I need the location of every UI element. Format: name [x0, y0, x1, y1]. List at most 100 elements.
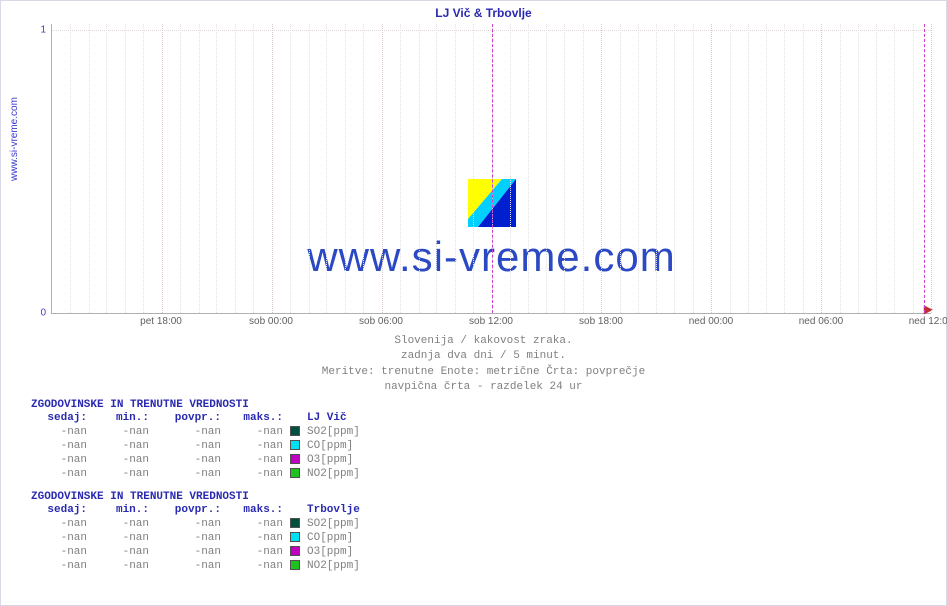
gridline-x — [290, 24, 291, 313]
cell-min: -nan — [91, 531, 153, 545]
gridline-x — [400, 24, 401, 313]
gridline-x — [583, 24, 584, 313]
gridline-x — [345, 24, 346, 313]
cell-swatch — [287, 439, 303, 453]
caption-line: Meritve: trenutne Enote: metrične Črta: … — [31, 365, 936, 380]
x-axis-labels: pet 18:00sob 00:00sob 06:00sob 12:00sob … — [51, 314, 931, 328]
cell-series-label: NO2[ppm] — [303, 467, 364, 481]
x-axis-label: sob 00:00 — [249, 316, 293, 327]
cell-maks: -nan — [225, 467, 287, 481]
series-swatch-icon — [290, 440, 300, 450]
x-axis-label: sob 06:00 — [359, 316, 403, 327]
gridline-x — [840, 24, 841, 313]
values-table: ZGODOVINSKE IN TRENUTNE VREDNOSTIsedaj:m… — [31, 399, 364, 481]
cell-min: -nan — [91, 467, 153, 481]
gridline-x — [876, 24, 877, 313]
gridline-x — [766, 24, 767, 313]
gridline-x — [162, 24, 163, 313]
cell-min: -nan — [91, 559, 153, 573]
series-swatch-icon — [290, 532, 300, 542]
gridline-x — [125, 24, 126, 313]
gridline-x — [89, 24, 90, 313]
series-swatch-icon — [290, 454, 300, 464]
gridline-x — [180, 24, 181, 313]
gridline-x — [382, 24, 383, 313]
cell-min: -nan — [91, 545, 153, 559]
col-povpr: povpr.: — [153, 503, 225, 517]
cell-povpr: -nan — [153, 439, 225, 453]
gridline-x — [858, 24, 859, 313]
gridline-x — [216, 24, 217, 313]
cell-sedaj: -nan — [31, 559, 91, 573]
cell-povpr: -nan — [153, 559, 225, 573]
divider-24h — [492, 24, 493, 313]
col-min: min.: — [91, 411, 153, 425]
gridline-x — [564, 24, 565, 313]
gridline-x — [473, 24, 474, 313]
chart-title: LJ Vič & Trbovlje — [31, 6, 936, 20]
table-row: -nan-nan-nan-nanCO[ppm] — [31, 531, 364, 545]
x-axis-label: ned 06:00 — [799, 316, 844, 327]
gridline-x — [199, 24, 200, 313]
cell-swatch — [287, 425, 303, 439]
table: sedaj:min.:povpr.:maks.:Trbovlje-nan-nan… — [31, 503, 364, 573]
data-tables: ZGODOVINSKE IN TRENUTNE VREDNOSTI sedaj: m… — [31, 399, 364, 583]
gridline-x — [913, 24, 914, 313]
cell-sedaj: -nan — [31, 425, 91, 439]
y-axis-label: 0 — [40, 308, 46, 319]
gridline-x — [674, 24, 675, 313]
cell-min: -nan — [91, 453, 153, 467]
chart-plot-area: 1 0 www.si-vreme.com ▶ — [51, 24, 931, 314]
cell-maks: -nan — [225, 559, 287, 573]
series-swatch-icon — [290, 426, 300, 436]
cell-povpr: -nan — [153, 453, 225, 467]
cell-sedaj: -nan — [31, 517, 91, 531]
col-location: Trbovlje — [303, 503, 364, 517]
table-title: ZGODOVINSKE IN TRENUTNE VREDNOSTI — [31, 399, 364, 411]
x-axis-label: ned 12:00 — [909, 316, 947, 327]
cell-series-label: CO[ppm] — [303, 439, 364, 453]
cell-maks: -nan — [225, 531, 287, 545]
side-site-label: www.si-vreme.com — [9, 97, 20, 181]
table-row: -nan-nan-nan-nanSO2[ppm] — [31, 425, 364, 439]
cell-maks: -nan — [225, 545, 287, 559]
gridline-x — [656, 24, 657, 313]
gridline-x — [326, 24, 327, 313]
gridline-x — [436, 24, 437, 313]
cell-series-label: SO2[ppm] — [303, 425, 364, 439]
gridline-x — [106, 24, 107, 313]
divider-end — [924, 24, 925, 313]
cell-series-label: O3[ppm] — [303, 453, 364, 467]
chart-caption: Slovenija / kakovost zraka. zadnja dva d… — [31, 334, 936, 396]
series-swatch-icon — [290, 468, 300, 478]
col-sedaj: sedaj: — [31, 503, 91, 517]
cell-maks: -nan — [225, 517, 287, 531]
series-swatch-icon — [290, 560, 300, 570]
cell-swatch — [287, 531, 303, 545]
col-povpr: povpr.: — [153, 411, 225, 425]
cell-maks: -nan — [225, 439, 287, 453]
table-row: -nan-nan-nan-nanCO[ppm] — [31, 439, 364, 453]
gridline-x — [235, 24, 236, 313]
cell-sedaj: -nan — [31, 439, 91, 453]
series-swatch-icon — [290, 518, 300, 528]
series-swatch-icon — [290, 546, 300, 556]
gridline-x — [784, 24, 785, 313]
cell-sedaj: -nan — [31, 453, 91, 467]
table-row: -nan-nan-nan-nanSO2[ppm] — [31, 517, 364, 531]
gridline-x — [455, 24, 456, 313]
col-location: LJ Vič — [303, 411, 364, 425]
cell-series-label: O3[ppm] — [303, 545, 364, 559]
gridline-x — [70, 24, 71, 313]
gridline-x — [894, 24, 895, 313]
cell-maks: -nan — [225, 453, 287, 467]
cell-swatch — [287, 545, 303, 559]
cell-povpr: -nan — [153, 545, 225, 559]
cell-povpr: -nan — [153, 467, 225, 481]
gridline-x — [419, 24, 420, 313]
gridline-x — [693, 24, 694, 313]
cell-swatch — [287, 467, 303, 481]
x-axis-label: sob 12:00 — [469, 316, 513, 327]
gridline-x — [601, 24, 602, 313]
cell-min: -nan — [91, 439, 153, 453]
